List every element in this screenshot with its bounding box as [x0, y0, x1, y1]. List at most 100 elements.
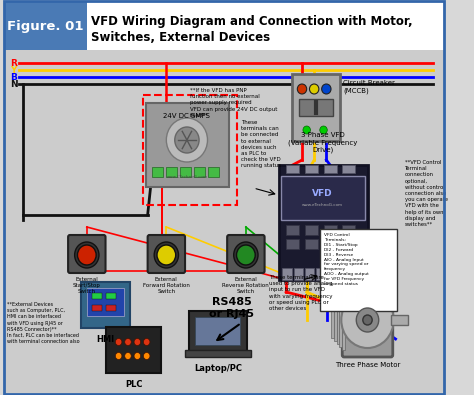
FancyBboxPatch shape [107, 305, 116, 311]
FancyBboxPatch shape [334, 299, 337, 341]
Circle shape [356, 308, 379, 332]
FancyBboxPatch shape [342, 290, 345, 350]
FancyBboxPatch shape [107, 327, 161, 373]
FancyBboxPatch shape [324, 225, 337, 235]
FancyBboxPatch shape [92, 305, 102, 311]
Text: VFD Control
Terminals:
DI1 - Start/Stop
DI2 - Forward
DI3 - Reverse
AIO - Analog: VFD Control Terminals: DI1 - Start/Stop … [324, 233, 368, 286]
FancyBboxPatch shape [4, 2, 87, 50]
FancyBboxPatch shape [327, 268, 337, 280]
Circle shape [322, 84, 331, 94]
Circle shape [115, 352, 122, 359]
Circle shape [363, 315, 372, 325]
Circle shape [115, 339, 122, 346]
Circle shape [74, 242, 99, 268]
FancyBboxPatch shape [185, 350, 251, 357]
FancyBboxPatch shape [342, 239, 356, 249]
FancyBboxPatch shape [337, 296, 339, 344]
FancyBboxPatch shape [87, 288, 124, 316]
FancyBboxPatch shape [195, 317, 240, 345]
Circle shape [310, 84, 319, 94]
FancyBboxPatch shape [4, 50, 444, 393]
FancyBboxPatch shape [305, 225, 318, 235]
Circle shape [237, 245, 255, 265]
FancyBboxPatch shape [68, 235, 106, 273]
Circle shape [77, 245, 96, 265]
FancyBboxPatch shape [81, 282, 130, 328]
Circle shape [125, 352, 131, 359]
Circle shape [297, 84, 307, 94]
FancyBboxPatch shape [166, 167, 177, 177]
Text: **VFD Control
Terminal
connection
optional,
without control
connection also
you : **VFD Control Terminal connection option… [405, 160, 448, 227]
Text: Laptop/PC: Laptop/PC [194, 364, 242, 373]
Circle shape [234, 242, 258, 268]
FancyBboxPatch shape [293, 268, 303, 280]
Text: B: B [10, 73, 17, 81]
FancyBboxPatch shape [147, 235, 185, 273]
Circle shape [154, 242, 179, 268]
Text: R: R [10, 58, 17, 68]
FancyBboxPatch shape [331, 302, 334, 338]
Text: VFD Wiring Diagram and Connection with Motor,
Switches, External Devices: VFD Wiring Diagram and Connection with M… [91, 15, 413, 43]
Text: These terminals are
used to provide analog
input to run the VFD
with varying fre: These terminals are used to provide anal… [269, 275, 333, 311]
FancyBboxPatch shape [181, 167, 191, 177]
Text: External
Forward Rotation
Switch: External Forward Rotation Switch [143, 277, 190, 293]
FancyBboxPatch shape [305, 165, 318, 173]
Text: External
Reverse Rotation
Switch: External Reverse Rotation Switch [222, 277, 269, 293]
FancyBboxPatch shape [4, 2, 444, 50]
FancyBboxPatch shape [279, 165, 367, 280]
Circle shape [144, 339, 150, 346]
FancyBboxPatch shape [342, 165, 356, 173]
Circle shape [134, 352, 141, 359]
FancyBboxPatch shape [194, 167, 205, 177]
FancyBboxPatch shape [316, 268, 325, 280]
FancyBboxPatch shape [391, 315, 408, 325]
FancyBboxPatch shape [209, 167, 219, 177]
FancyBboxPatch shape [292, 74, 340, 141]
Text: VFD: VFD [312, 188, 333, 198]
Text: **If the VFD has PNP
function then no external
power supply required
VFD can pro: **If the VFD has PNP function then no ex… [190, 88, 277, 118]
FancyBboxPatch shape [342, 225, 356, 235]
Text: 24V DC SMPS: 24V DC SMPS [164, 113, 210, 119]
Circle shape [341, 292, 394, 348]
Circle shape [175, 127, 199, 153]
FancyBboxPatch shape [350, 268, 359, 280]
FancyBboxPatch shape [107, 293, 116, 299]
FancyBboxPatch shape [320, 229, 397, 311]
Text: PLC: PLC [125, 380, 142, 389]
FancyBboxPatch shape [305, 239, 318, 249]
Circle shape [144, 352, 150, 359]
FancyBboxPatch shape [189, 311, 247, 351]
FancyBboxPatch shape [283, 268, 292, 280]
Circle shape [134, 339, 141, 346]
FancyBboxPatch shape [286, 165, 299, 173]
Text: Three Phase Motor: Three Phase Motor [335, 362, 400, 368]
FancyBboxPatch shape [305, 268, 314, 280]
FancyBboxPatch shape [152, 167, 163, 177]
Circle shape [157, 245, 176, 265]
Text: Figure. 01: Figure. 01 [8, 19, 84, 32]
Text: These
terminals can
be connected
to external
devices such
as PLC to
check the VF: These terminals can be connected to exte… [241, 120, 281, 168]
FancyBboxPatch shape [342, 283, 393, 357]
Text: 3 Phase VFD
(Variable Frequency
Drive): 3 Phase VFD (Variable Frequency Drive) [288, 132, 357, 153]
FancyBboxPatch shape [338, 268, 348, 280]
FancyBboxPatch shape [299, 99, 333, 116]
FancyBboxPatch shape [286, 225, 299, 235]
Text: **External Devices
such as Computer, PLC,
HMI can be interfaced
with VFD using R: **External Devices such as Computer, PLC… [7, 302, 80, 344]
Text: External
Start/Stop
Switch: External Start/Stop Switch [73, 277, 101, 293]
Circle shape [303, 126, 310, 134]
FancyBboxPatch shape [282, 176, 365, 220]
Text: Y: Y [10, 66, 17, 75]
Circle shape [125, 339, 131, 346]
FancyBboxPatch shape [146, 103, 229, 187]
FancyBboxPatch shape [324, 165, 337, 173]
Text: Circuit Breaker
(MCCB): Circuit Breaker (MCCB) [343, 80, 395, 94]
FancyBboxPatch shape [324, 239, 337, 249]
Circle shape [320, 126, 327, 134]
FancyBboxPatch shape [92, 293, 102, 299]
Text: www.eTechnoG.com: www.eTechnoG.com [302, 203, 343, 207]
Text: HMI: HMI [97, 335, 115, 344]
FancyBboxPatch shape [339, 293, 342, 347]
Text: www.LTechnoG.com: www.LTechnoG.com [166, 175, 207, 179]
FancyBboxPatch shape [227, 235, 264, 273]
Text: N: N [10, 79, 18, 88]
